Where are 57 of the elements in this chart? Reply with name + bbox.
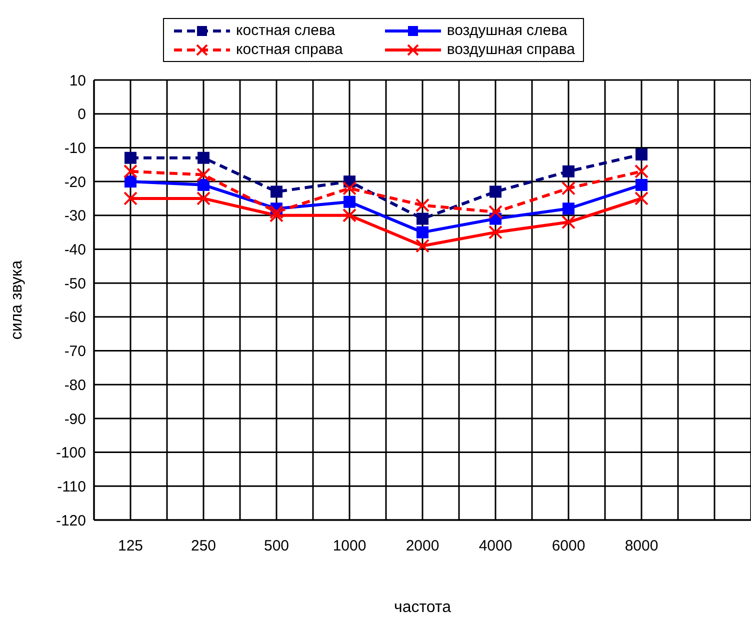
y-tick-label: -10 bbox=[64, 140, 86, 158]
point bbox=[270, 205, 284, 219]
x-tick-label: 125 bbox=[118, 538, 144, 555]
x-tick-label: 2000 bbox=[406, 538, 440, 555]
x-tick-label: 4000 bbox=[478, 538, 512, 555]
legend-label: костная слева bbox=[236, 22, 336, 39]
y-tick-label: -30 bbox=[64, 208, 86, 225]
point bbox=[562, 165, 574, 178]
point bbox=[636, 148, 648, 160]
legend-label: воздушная слева bbox=[446, 22, 568, 39]
y-tick-label: -100 bbox=[56, 444, 86, 462]
point bbox=[344, 196, 356, 208]
point bbox=[342, 181, 356, 196]
point bbox=[416, 212, 428, 225]
y-tick-label: -110 bbox=[57, 478, 86, 496]
point bbox=[124, 176, 136, 188]
y-tick-label: -40 bbox=[64, 242, 86, 259]
x-axis-title: частота bbox=[394, 599, 452, 616]
y-tick-label: -120 bbox=[56, 512, 86, 530]
point bbox=[196, 191, 210, 206]
y-tick-label: -20 bbox=[64, 174, 86, 191]
point bbox=[198, 178, 210, 191]
x-tick-label: 6000 bbox=[552, 538, 586, 555]
point bbox=[270, 186, 282, 198]
point bbox=[488, 205, 502, 219]
legend-label: воздушная справа bbox=[446, 41, 575, 58]
point bbox=[488, 225, 502, 240]
point bbox=[270, 208, 284, 222]
x-tick-label: 8000 bbox=[624, 538, 658, 555]
point bbox=[124, 191, 138, 206]
point bbox=[124, 164, 138, 178]
point bbox=[562, 202, 574, 215]
point bbox=[562, 181, 576, 196]
y-tick-label: -60 bbox=[64, 309, 86, 326]
y-axis-title: сила звука bbox=[8, 260, 26, 340]
point bbox=[634, 191, 648, 206]
point bbox=[196, 168, 210, 182]
legend-label: костная справа bbox=[236, 41, 343, 58]
point bbox=[416, 238, 430, 253]
y-tick-label: 10 bbox=[69, 72, 86, 90]
x-tick-label: 250 bbox=[190, 538, 216, 555]
point bbox=[490, 186, 502, 198]
x-tick-label: 500 bbox=[264, 538, 290, 555]
point bbox=[342, 208, 356, 222]
x-tick-label: 1000 bbox=[332, 538, 366, 555]
point bbox=[198, 152, 210, 164]
point bbox=[636, 178, 648, 191]
y-tick-label: -70 bbox=[64, 343, 86, 360]
y-tick-label: -80 bbox=[64, 376, 86, 394]
point bbox=[124, 152, 136, 164]
point bbox=[416, 226, 428, 238]
y-tick-label: -50 bbox=[64, 275, 86, 292]
point bbox=[416, 198, 430, 212]
point bbox=[562, 215, 576, 230]
point bbox=[634, 164, 648, 178]
y-tick-label: -90 bbox=[64, 410, 86, 428]
y-tick-label: 0 bbox=[78, 106, 86, 124]
